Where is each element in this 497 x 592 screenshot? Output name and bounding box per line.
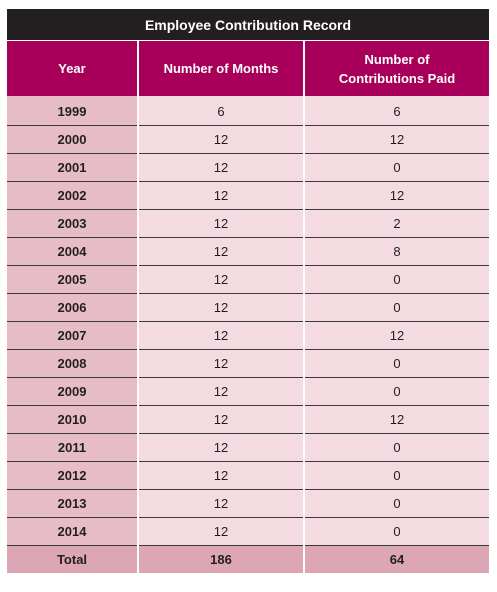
year-cell: 2010 [7, 405, 139, 434]
contribution-record-panel: Employee Contribution Record Year Number… [7, 9, 489, 573]
table-row: 2012 12 0 [7, 461, 489, 490]
contribution-table: Year Number of Months Number of Contribut… [7, 41, 489, 573]
months-cell: 12 [138, 461, 305, 490]
months-cell: 12 [138, 405, 305, 434]
months-cell: 12 [138, 321, 305, 350]
contributions-cell: 12 [304, 405, 489, 434]
year-cell: 2005 [7, 265, 139, 294]
year-cell: 2009 [7, 377, 139, 406]
contributions-cell: 0 [304, 293, 489, 322]
contributions-cell: 0 [304, 433, 489, 462]
table-row: 2009 12 0 [7, 377, 489, 406]
year-cell: 1999 [7, 96, 139, 126]
table-title: Employee Contribution Record [7, 9, 489, 41]
table-row: 2006 12 0 [7, 293, 489, 322]
months-cell: 12 [138, 293, 305, 322]
months-column-header: Number of Months [138, 41, 305, 96]
table-body: 1999 6 6 2000 12 12 2001 12 0 2002 12 12 2003 12 2 2004… [7, 96, 489, 573]
months-cell: 12 [138, 377, 305, 406]
table-row: 2008 12 0 [7, 349, 489, 378]
contributions-cell: 12 [304, 125, 489, 154]
table-row: 2004 12 8 [7, 237, 489, 266]
year-cell: 2007 [7, 321, 139, 350]
total-row: Total 186 64 [7, 545, 489, 573]
table-row: 2005 12 0 [7, 265, 489, 294]
total-months: 186 [138, 545, 305, 573]
year-cell: 2001 [7, 153, 139, 182]
year-cell: 2008 [7, 349, 139, 378]
months-cell: 12 [138, 489, 305, 518]
contributions-cell: 0 [304, 265, 489, 294]
year-cell: 2004 [7, 237, 139, 266]
table-row: 2000 12 12 [7, 125, 489, 154]
year-cell: 2002 [7, 181, 139, 210]
months-cell: 12 [138, 153, 305, 182]
year-column-header: Year [7, 41, 139, 96]
contributions-cell: 0 [304, 349, 489, 378]
contributions-cell: 6 [304, 96, 489, 126]
table-row: 2011 12 0 [7, 433, 489, 462]
contributions-cell: 0 [304, 489, 489, 518]
year-cell: 2003 [7, 209, 139, 238]
year-cell: 2013 [7, 489, 139, 518]
contributions-cell: 0 [304, 461, 489, 490]
months-cell: 12 [138, 237, 305, 266]
contributions-cell: 12 [304, 321, 489, 350]
table-row: 2013 12 0 [7, 489, 489, 518]
year-cell: 2011 [7, 433, 139, 462]
total-label: Total [7, 545, 139, 573]
months-cell: 12 [138, 181, 305, 210]
contributions-cell: 8 [304, 237, 489, 266]
table-row: 2001 12 0 [7, 153, 489, 182]
contributions-column-header: Number of Contributions Paid [304, 41, 489, 96]
contributions-cell: 0 [304, 377, 489, 406]
contributions-cell: 0 [304, 517, 489, 546]
months-cell: 12 [138, 265, 305, 294]
months-cell: 12 [138, 433, 305, 462]
header-row: Year Number of Months Number of Contribut… [7, 41, 489, 96]
table-row: 1999 6 6 [7, 96, 489, 126]
months-cell: 6 [138, 96, 305, 126]
year-cell: 2014 [7, 517, 139, 546]
table-row: 2014 12 0 [7, 517, 489, 546]
contributions-cell: 12 [304, 181, 489, 210]
table-row: 2002 12 12 [7, 181, 489, 210]
year-cell: 2006 [7, 293, 139, 322]
months-cell: 12 [138, 349, 305, 378]
year-cell: 2012 [7, 461, 139, 490]
contributions-cell: 0 [304, 153, 489, 182]
table-row: 2007 12 12 [7, 321, 489, 350]
year-cell: 2000 [7, 125, 139, 154]
months-cell: 12 [138, 209, 305, 238]
months-cell: 12 [138, 517, 305, 546]
table-row: 2003 12 2 [7, 209, 489, 238]
total-contributions: 64 [304, 545, 489, 573]
table-row: 2010 12 12 [7, 405, 489, 434]
contributions-cell: 2 [304, 209, 489, 238]
months-cell: 12 [138, 125, 305, 154]
